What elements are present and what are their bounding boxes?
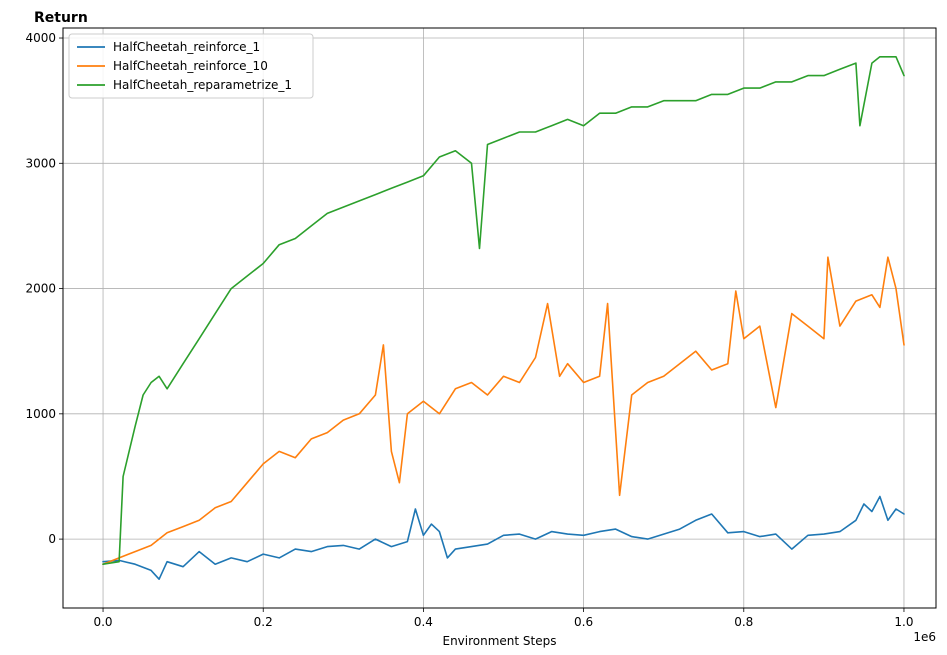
legend-box [68, 33, 314, 99]
y-tick-label: 0 [48, 532, 56, 546]
x-offset-label: 1e6 [913, 630, 936, 644]
x-tick-label: 0.6 [574, 615, 593, 629]
grid-layer [63, 28, 936, 608]
y-tick-label: 4000 [25, 31, 56, 45]
x-tick-label: 1.0 [894, 615, 913, 629]
legend: HalfCheetah_reinforce_1 HalfCheetah_reinf… [68, 33, 314, 99]
x-tick-label: 0.8 [734, 615, 753, 629]
x-tick-label: 0.0 [93, 615, 112, 629]
series-line-2 [102, 55, 905, 566]
series-line-0 [102, 495, 905, 581]
lines-layer [102, 55, 905, 581]
y-tick-label: 3000 [25, 156, 56, 170]
legend-label: HalfCheetah_reinforce_10 [113, 59, 268, 73]
ticks-layer: 0.0 0.2 0.4 0.6 0.8 1.0 0 1000 2000 3000 4000 [25, 31, 913, 629]
series-line-1 [102, 256, 905, 566]
y-tick-label: 2000 [25, 282, 56, 296]
legend-label: HalfCheetah_reparametrize_1 [113, 78, 292, 92]
plot-frame [62, 27, 937, 609]
x-tick-label: 0.4 [414, 615, 433, 629]
legend-label: HalfCheetah_reinforce_1 [113, 40, 260, 54]
y-tick-label: 1000 [25, 407, 56, 421]
x-axis-label: Environment Steps [442, 634, 556, 648]
chart-title: Return [34, 10, 88, 26]
x-tick-label: 0.2 [254, 615, 273, 629]
